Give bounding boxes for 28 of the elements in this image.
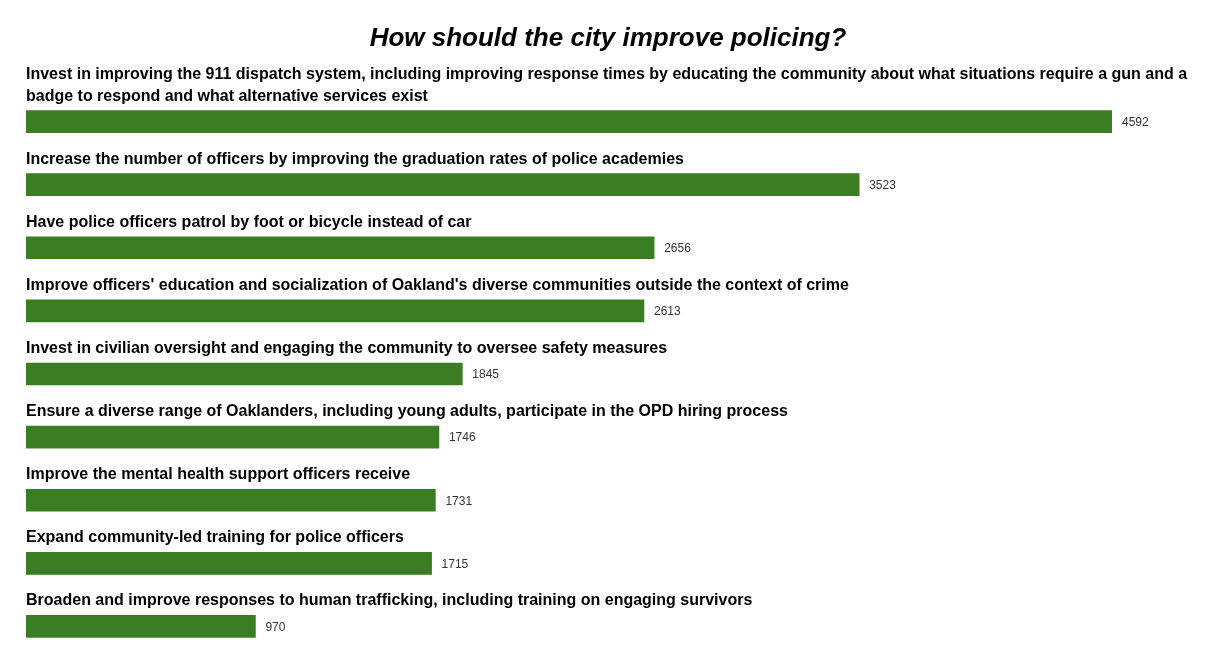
y-tick-label: Invest in civilian oversight and engaging the community to oversee safety measures	[26, 339, 668, 356]
y-tick-label: Have police officers patrol by foot or bicycle instead of car	[26, 212, 472, 230]
bar	[26, 110, 1112, 133]
bar	[26, 425, 440, 449]
bar	[26, 488, 436, 512]
data-label: 1845	[472, 367, 500, 382]
data-label: 1731	[445, 493, 473, 508]
data-label: 1746	[448, 430, 476, 445]
bar	[26, 552, 432, 575]
y-tick-label: Ensure a diverse range of Oaklanders, including young adults, participate in the OPD hiring process	[26, 402, 789, 420]
chart-title: How should the city improve policing?	[369, 22, 847, 52]
y-tick-label: Invest in improving the 911 dispatch system, including improving response times by educating the community about what situations require a gun and a badge to respond and what alternative services exist	[26, 64, 1188, 104]
data-label: 2656	[664, 241, 692, 256]
bar	[26, 236, 655, 260]
data-label: 970	[265, 619, 286, 634]
y-tick-label: Expand community-led training for police officers	[26, 528, 404, 546]
bar	[26, 615, 256, 638]
data-label: 2613	[653, 304, 681, 319]
y-tick-label: Improve officers' education and socialization of Oakland's diverse communities outside the context of crime	[26, 275, 850, 293]
y-tick-label: Improve the mental health support officers receive	[26, 465, 411, 483]
data-label: 4592	[1122, 114, 1150, 129]
y-tick-label: Broaden and improve responses to human trafficking, including training on engaging survivors	[26, 591, 753, 609]
data-label: 3523	[869, 177, 897, 192]
data-label: 1715	[441, 556, 469, 571]
y-tick-label: Increase the number of officers by improving the graduation rates of police academies	[26, 149, 685, 167]
bar	[26, 299, 645, 323]
bar	[26, 362, 463, 386]
bar	[26, 173, 860, 196]
